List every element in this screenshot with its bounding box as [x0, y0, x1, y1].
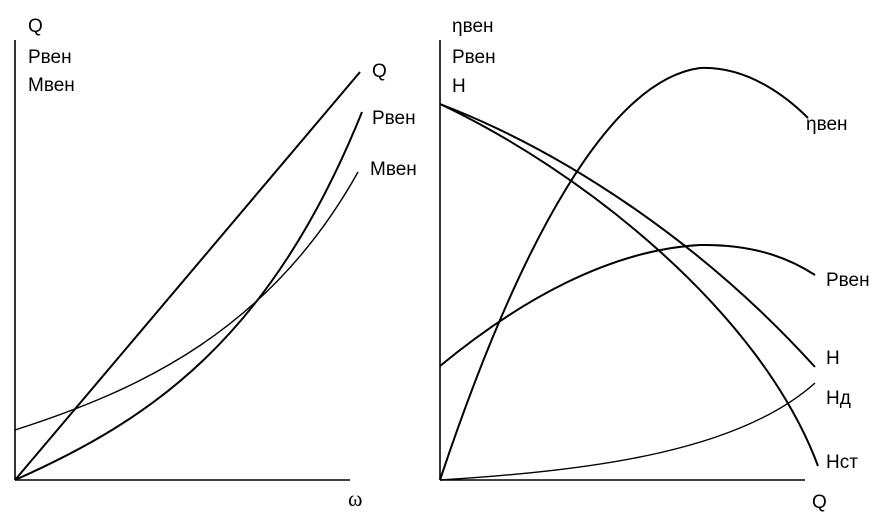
right-chart: ηвен Pвен H Q ηвен Pвен H Hд Hст	[439, 16, 870, 513]
right-y-label-1: ηвен	[452, 16, 494, 37]
right-series-hd	[439, 382, 816, 481]
right-series-eta	[439, 66, 809, 481]
right-series-label-hd: Hд	[826, 388, 851, 409]
right-series-label-hst: Hст	[826, 452, 858, 473]
right-x-label: Q	[812, 492, 827, 513]
left-y-label-2: Pвен	[28, 47, 72, 68]
right-series-hst	[439, 103, 819, 467]
right-series-label-h: H	[826, 348, 840, 369]
left-x-label: ω	[348, 486, 362, 511]
left-series-label-mven: Mвен	[370, 159, 417, 180]
left-series-label-q: Q	[372, 61, 387, 82]
right-y-label-2: Pвен	[452, 47, 496, 68]
right-series-label-pven: Pвен	[826, 270, 870, 291]
left-y-label-3: Mвен	[28, 75, 75, 96]
left-series-mven	[14, 171, 359, 431]
right-series-pven	[439, 243, 816, 367]
right-series-label-eta: ηвен	[806, 114, 848, 135]
left-series-pven	[14, 111, 363, 481]
left-y-label-1: Q	[28, 16, 43, 37]
left-chart: Q Pвен Mвен ω Q Pвен Mвен	[14, 16, 417, 511]
right-series-h	[439, 103, 816, 368]
left-series-label-pven: Pвен	[372, 108, 416, 129]
left-series-q	[14, 71, 361, 481]
right-y-label-3: H	[452, 76, 466, 97]
